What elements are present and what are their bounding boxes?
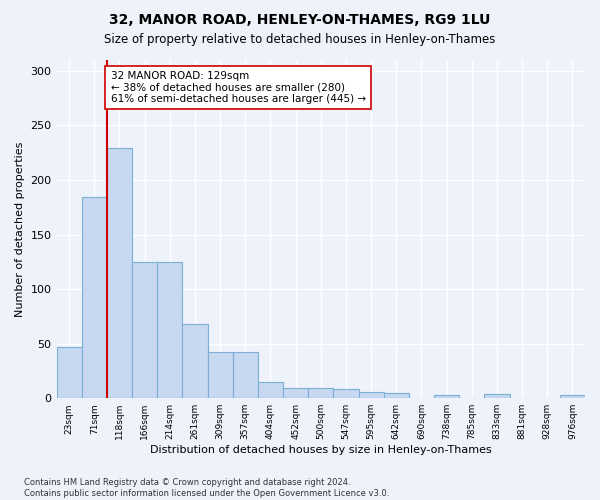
Text: Size of property relative to detached houses in Henley-on-Thames: Size of property relative to detached ho…: [104, 32, 496, 46]
Bar: [233, 352, 258, 398]
Bar: [132, 262, 157, 398]
Y-axis label: Number of detached properties: Number of detached properties: [15, 142, 25, 317]
Bar: [359, 392, 383, 398]
Bar: [157, 262, 182, 398]
X-axis label: Distribution of detached houses by size in Henley-on-Thames: Distribution of detached houses by size …: [150, 445, 491, 455]
Bar: [383, 393, 409, 398]
Bar: [56, 347, 82, 398]
Text: 32, MANOR ROAD, HENLEY-ON-THAMES, RG9 1LU: 32, MANOR ROAD, HENLEY-ON-THAMES, RG9 1L…: [109, 12, 491, 26]
Bar: [107, 148, 132, 398]
Bar: [258, 382, 283, 398]
Bar: [484, 394, 509, 398]
Text: Contains HM Land Registry data © Crown copyright and database right 2024.
Contai: Contains HM Land Registry data © Crown c…: [24, 478, 389, 498]
Text: 32 MANOR ROAD: 129sqm
← 38% of detached houses are smaller (280)
61% of semi-det: 32 MANOR ROAD: 129sqm ← 38% of detached …: [110, 71, 366, 104]
Bar: [208, 352, 233, 398]
Bar: [82, 198, 107, 398]
Bar: [283, 388, 308, 398]
Bar: [560, 395, 585, 398]
Bar: [182, 324, 208, 398]
Bar: [334, 390, 359, 398]
Bar: [434, 395, 459, 398]
Bar: [308, 388, 334, 398]
